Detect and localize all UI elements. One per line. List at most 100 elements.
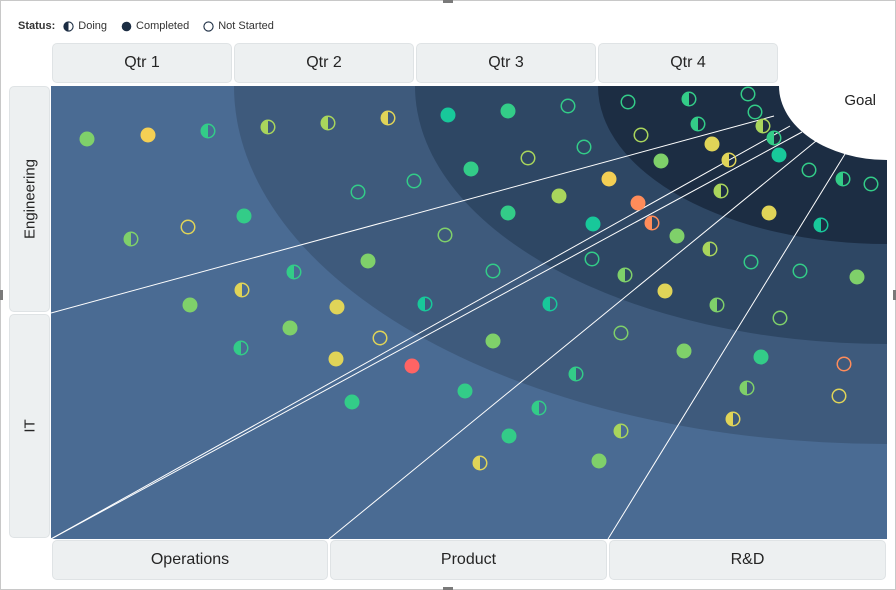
resize-handle-left[interactable] [0, 290, 3, 300]
task-point[interactable] [702, 241, 718, 257]
resize-handle-bottom[interactable] [443, 587, 453, 590]
task-point[interactable] [766, 130, 782, 146]
legend-item-doing[interactable]: Doing [63, 20, 107, 32]
task-point[interactable] [755, 118, 771, 134]
task-point[interactable] [725, 411, 741, 427]
task-point[interactable] [234, 282, 250, 298]
task-point[interactable] [761, 205, 777, 221]
task-point[interactable] [813, 217, 829, 233]
task-point[interactable] [653, 153, 669, 169]
task-point[interactable] [372, 330, 388, 346]
task-point[interactable] [657, 283, 673, 299]
task-point[interactable] [740, 86, 756, 102]
task-point[interactable] [801, 162, 817, 178]
task-point[interactable] [709, 297, 725, 313]
task-point[interactable] [437, 227, 453, 243]
task-point[interactable] [633, 127, 649, 143]
quarter-header-4[interactable]: Qtr 4 [598, 43, 778, 83]
task-point[interactable] [320, 115, 336, 131]
legend-item-completed[interactable]: Completed [121, 20, 189, 32]
task-point[interactable] [233, 340, 249, 356]
row-header-it[interactable]: IT [9, 314, 50, 538]
task-point[interactable] [743, 254, 759, 270]
legend-title: Status: [18, 20, 56, 32]
task-point[interactable] [531, 400, 547, 416]
resize-handle-top[interactable] [443, 0, 453, 3]
task-point[interactable] [380, 110, 396, 126]
task-point[interactable] [836, 356, 852, 372]
task-point[interactable] [329, 299, 345, 315]
resize-handle-right[interactable] [893, 290, 896, 300]
task-point[interactable] [690, 116, 706, 132]
task-point[interactable] [771, 147, 787, 163]
legend-item-not-started[interactable]: Not Started [203, 20, 274, 32]
task-point[interactable] [669, 228, 685, 244]
task-point[interactable] [282, 320, 298, 336]
task-point[interactable] [457, 383, 473, 399]
task-point[interactable] [406, 173, 422, 189]
task-point[interactable] [792, 263, 808, 279]
task-point[interactable] [613, 325, 629, 341]
column-header-product[interactable]: Product [330, 540, 607, 580]
task-point[interactable] [835, 171, 851, 187]
quarter-header-2[interactable]: Qtr 2 [234, 43, 414, 83]
column-header-rnd[interactable]: R&D [609, 540, 886, 580]
task-point[interactable] [500, 103, 516, 119]
task-point[interactable] [584, 251, 600, 267]
task-point[interactable] [328, 351, 344, 367]
task-point[interactable] [501, 428, 517, 444]
task-point[interactable] [601, 171, 617, 187]
task-point[interactable] [591, 453, 607, 469]
task-point[interactable] [500, 205, 516, 221]
task-point[interactable] [463, 161, 479, 177]
task-point[interactable] [360, 253, 376, 269]
task-point[interactable] [236, 208, 252, 224]
task-point[interactable] [344, 394, 360, 410]
task-point[interactable] [542, 296, 558, 312]
task-point[interactable] [350, 184, 366, 200]
task-point[interactable] [260, 119, 276, 135]
task-point[interactable] [831, 388, 847, 404]
task-point[interactable] [739, 380, 755, 396]
task-point[interactable] [676, 343, 692, 359]
task-point[interactable] [286, 264, 302, 280]
task-point[interactable] [585, 216, 601, 232]
task-point[interactable] [613, 423, 629, 439]
task-point[interactable] [576, 139, 592, 155]
task-point[interactable] [200, 123, 216, 139]
task-point[interactable] [123, 231, 139, 247]
task-point[interactable] [681, 91, 697, 107]
task-point[interactable] [79, 131, 95, 147]
quarter-header-1[interactable]: Qtr 1 [52, 43, 232, 83]
task-point[interactable] [485, 263, 501, 279]
task-point[interactable] [472, 455, 488, 471]
task-point[interactable] [485, 333, 501, 349]
task-point[interactable] [568, 366, 584, 382]
task-point[interactable] [753, 349, 769, 365]
task-point[interactable] [404, 358, 420, 374]
divider-line-row [51, 115, 775, 314]
task-point[interactable] [713, 183, 729, 199]
task-point[interactable] [140, 127, 156, 143]
task-point[interactable] [630, 195, 646, 211]
goal-area [779, 86, 887, 160]
task-point[interactable] [644, 215, 660, 231]
task-point[interactable] [863, 176, 879, 192]
quarter-header-3[interactable]: Qtr 3 [416, 43, 596, 83]
task-point[interactable] [721, 152, 737, 168]
task-point[interactable] [620, 94, 636, 110]
row-header-engineering[interactable]: Engineering [9, 86, 50, 312]
task-point[interactable] [747, 104, 763, 120]
task-point[interactable] [440, 107, 456, 123]
task-point[interactable] [704, 136, 720, 152]
task-point[interactable] [180, 219, 196, 235]
task-point[interactable] [560, 98, 576, 114]
task-point[interactable] [849, 269, 865, 285]
task-point[interactable] [520, 150, 536, 166]
task-point[interactable] [417, 296, 433, 312]
task-point[interactable] [551, 188, 567, 204]
task-point[interactable] [617, 267, 633, 283]
task-point[interactable] [182, 297, 198, 313]
task-point[interactable] [772, 310, 788, 326]
column-header-operations[interactable]: Operations [52, 540, 328, 580]
